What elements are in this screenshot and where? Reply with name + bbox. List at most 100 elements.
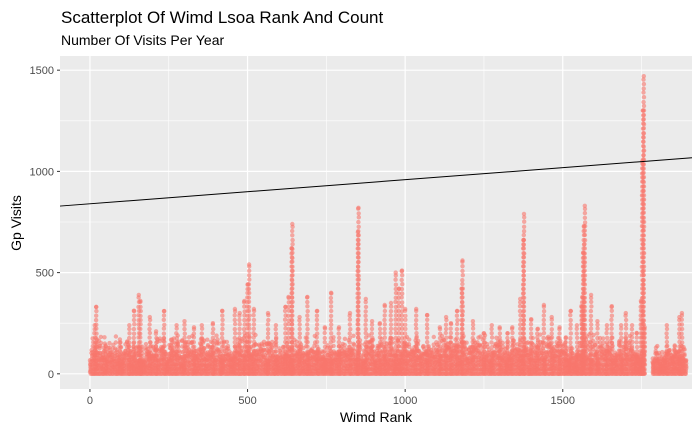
data-point [290,371,295,376]
data-point [377,348,382,354]
data-point [347,340,352,345]
data-point [147,330,153,336]
data-point [314,353,319,358]
data-point [363,318,369,323]
data-point [174,362,179,367]
data-point [336,353,342,358]
data-point [283,357,288,362]
data-point [237,317,242,323]
data-point [251,335,256,340]
data-point [329,308,334,314]
data-point [232,327,237,332]
data-point [388,300,394,306]
data-point [192,367,197,372]
data-point [305,344,310,349]
data-point [297,344,302,349]
data-point [314,358,319,363]
data-point [322,330,327,336]
data-point [210,321,216,326]
data-point [273,358,279,363]
data-point [388,304,394,309]
data-point [356,331,361,336]
data-point [191,370,197,376]
data-point [131,340,137,345]
data-point [153,358,159,363]
data-point [347,344,353,350]
data-point [161,308,167,314]
data-point [290,331,295,336]
data-point [297,335,302,340]
data-point [363,358,368,363]
data-point [191,348,197,353]
data-point [297,314,302,320]
data-point [161,331,167,336]
data-point [286,313,291,318]
data-point [329,349,334,354]
data-point [237,331,242,336]
data-point [237,362,242,367]
data-point [305,322,310,327]
data-point [382,317,387,323]
data-point [233,331,238,336]
data-point [246,349,251,354]
data-point [138,344,143,349]
data-point [169,358,174,363]
data-point [336,331,341,336]
data-point [328,299,334,305]
data-point [182,326,187,332]
data-point [241,349,247,354]
data-point [138,335,143,340]
data-point [182,362,187,367]
data-point [297,340,302,345]
data-point [182,344,187,349]
data-point [315,331,320,336]
data-point [220,308,225,314]
data-point [356,304,361,309]
data-point [94,344,99,349]
data-point [388,330,393,336]
data-point [314,335,319,340]
data-point [220,326,225,332]
data-point [305,304,310,309]
data-point [388,362,393,367]
data-point [407,337,412,342]
data-point [246,262,252,267]
data-point [127,366,132,372]
data-point [182,371,187,376]
data-point [153,366,159,371]
data-point [396,322,401,327]
data-point [356,211,361,216]
data-point [337,335,342,341]
data-point [337,371,342,376]
data-point [265,353,271,358]
data-point [214,333,219,338]
data-point [314,366,320,372]
data-point [363,349,368,354]
data-point [289,357,295,363]
data-point [305,294,310,300]
data-point [289,304,295,309]
data-point [382,353,387,358]
data-point [232,370,237,376]
data-point [396,317,401,322]
data-point [273,326,278,332]
data-point [363,296,368,302]
data-point [161,358,167,363]
data-point [94,371,99,376]
data-point [382,335,387,340]
data-point [378,331,383,336]
data-point [220,344,225,349]
data-point [252,366,257,372]
data-point [182,348,187,354]
data-point [322,358,327,363]
data-point [131,348,137,354]
data-point [297,362,302,367]
data-point [377,362,383,368]
data-point [363,344,369,350]
chart-subtitle: Number Of Visits Per Year [61,32,224,48]
data-point [153,371,159,376]
data-point [220,366,225,371]
data-point [322,335,327,341]
data-point [182,322,187,327]
data-point [348,366,353,372]
